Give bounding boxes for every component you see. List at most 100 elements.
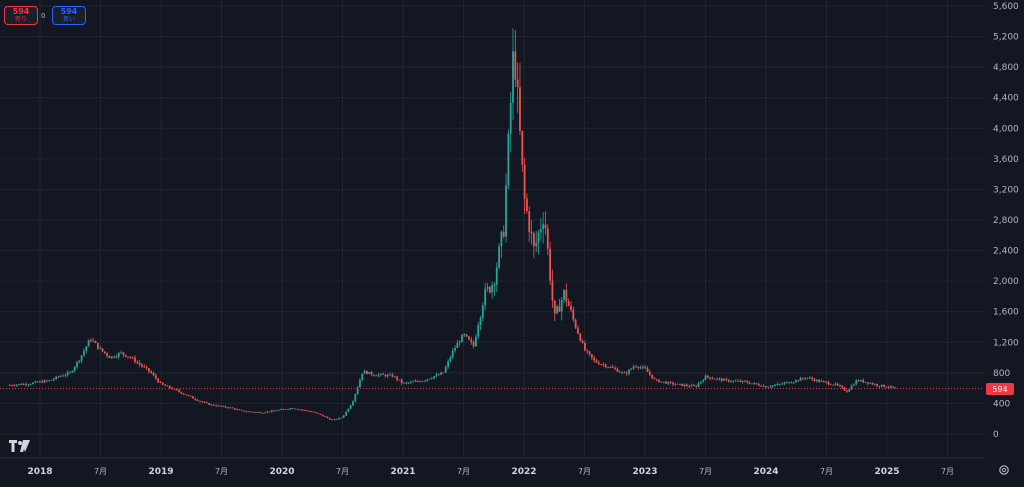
candle <box>199 400 201 403</box>
y-tick-label: 3,600 <box>993 155 1019 165</box>
candle <box>484 282 487 311</box>
candle <box>187 394 190 397</box>
candle <box>505 173 507 244</box>
candle <box>655 378 658 382</box>
candle <box>732 380 735 383</box>
x-tick-label: 7月 <box>820 467 833 476</box>
candle <box>412 380 415 383</box>
candle <box>308 410 310 412</box>
candle <box>551 269 554 308</box>
time-axis[interactable]: 2018 7月 2019 7月 2020 7月 2021 7月 2022 7月 2023 7月 2024… <box>27 467 954 477</box>
candle <box>27 383 30 387</box>
candle <box>472 340 475 349</box>
tradingview-logo-icon[interactable] <box>9 440 31 456</box>
candle <box>686 383 688 388</box>
gear-icon[interactable] <box>998 464 1010 476</box>
candle <box>178 388 180 393</box>
price-axis[interactable]: 0 400 800 1,200 1,600 2,000 2,400 2,800 3,200 3,6… <box>993 2 1019 440</box>
candle <box>305 409 308 412</box>
candle <box>259 411 262 414</box>
candle <box>832 384 834 386</box>
candle <box>792 381 795 385</box>
candle <box>859 379 862 382</box>
sell-button[interactable]: 594 売り <box>4 6 38 25</box>
candle <box>168 385 171 389</box>
candle <box>558 298 561 312</box>
candle <box>639 365 642 370</box>
candle <box>287 408 289 410</box>
candle <box>222 405 225 407</box>
candle <box>574 318 577 330</box>
candle <box>407 382 410 385</box>
candle <box>64 373 67 378</box>
candle <box>760 385 763 387</box>
candle <box>148 367 150 374</box>
x-tick-label: 7月 <box>578 467 591 476</box>
candle <box>22 383 25 386</box>
candle <box>500 230 503 259</box>
candle <box>284 409 287 410</box>
candle <box>354 393 357 403</box>
candle <box>451 347 454 360</box>
candle <box>433 376 436 380</box>
candle <box>660 381 663 383</box>
buy-price: 594 <box>60 7 78 16</box>
candle <box>750 383 753 385</box>
candle <box>71 370 74 374</box>
candle <box>203 401 206 403</box>
candle <box>600 363 603 366</box>
candle <box>776 382 779 386</box>
x-tick-label: 7月 <box>699 467 712 476</box>
candle <box>711 376 714 380</box>
candle <box>45 379 48 383</box>
candle <box>212 404 215 406</box>
candle <box>746 379 749 384</box>
candle <box>312 411 315 413</box>
candle <box>270 409 273 413</box>
candle <box>611 364 614 369</box>
candle <box>509 92 512 152</box>
candle <box>375 374 378 377</box>
buy-label: 買い <box>62 16 75 23</box>
candle <box>829 383 832 386</box>
candle <box>454 345 456 353</box>
candle <box>391 373 394 378</box>
x-tick-label: 7月 <box>941 467 954 476</box>
candle <box>718 377 721 381</box>
candle <box>690 383 693 387</box>
candle <box>317 412 320 415</box>
candle <box>894 387 897 389</box>
y-tick-label: 2,000 <box>993 277 1019 287</box>
candle <box>435 372 438 378</box>
candle <box>268 411 271 413</box>
candle <box>855 379 858 385</box>
candle <box>637 366 640 370</box>
candle <box>189 395 192 397</box>
buy-button[interactable]: 594 買い <box>52 6 86 25</box>
candle <box>590 354 593 361</box>
candle <box>43 379 46 384</box>
candle <box>667 381 670 385</box>
candle <box>577 325 579 335</box>
candle <box>465 333 468 338</box>
candle <box>822 380 825 383</box>
candle <box>361 373 364 382</box>
candle <box>628 368 630 376</box>
candle <box>398 379 401 381</box>
candle <box>345 411 347 417</box>
candle <box>532 231 535 259</box>
y-tick-label: 0 <box>993 430 999 440</box>
candle <box>468 335 470 340</box>
candle <box>461 333 463 343</box>
candle <box>716 377 718 381</box>
candle <box>303 409 306 411</box>
candle <box>744 380 746 383</box>
candle <box>479 315 482 331</box>
candle <box>13 383 16 387</box>
candle <box>488 285 491 295</box>
candle <box>602 362 605 368</box>
candle <box>428 378 431 380</box>
candle <box>486 283 489 293</box>
candle <box>516 62 519 113</box>
